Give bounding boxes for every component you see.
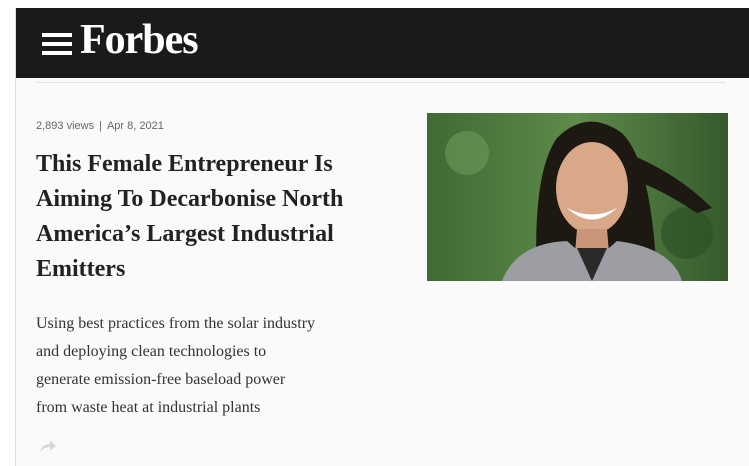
description-line: Using best practices from the solar indu… (36, 310, 315, 338)
title-line[interactable]: Emitters (36, 252, 343, 287)
date: Apr 8, 2021 (107, 120, 164, 132)
description-line: from waste heat at industrial plants (36, 394, 315, 422)
header-bar: Forbes (16, 8, 749, 78)
article-meta: 2,893 views | Apr 8, 2021 (36, 120, 169, 132)
article-description: Using best practices from the solar indu… (36, 310, 315, 422)
separator: | (99, 120, 102, 132)
description-line: generate emission-free baseload power (36, 366, 315, 394)
title-line[interactable]: America’s Largest Industrial (36, 217, 343, 252)
divider (36, 82, 726, 83)
page: Forbes 2,893 views | Apr 8, 2021 This Fema… (0, 0, 749, 466)
title-line[interactable]: This Female Entrepreneur Is (36, 147, 343, 182)
logo[interactable]: Forbes (80, 16, 198, 64)
article-card: Forbes 2,893 views | Apr 8, 2021 This Fema… (15, 8, 749, 466)
views: 2,893 views (36, 120, 94, 132)
description-line: and deploying clean technologies to (36, 338, 315, 366)
article-image[interactable] (427, 113, 728, 281)
share-icon[interactable] (38, 438, 58, 454)
title-line[interactable]: Aiming To Decarbonise North (36, 182, 343, 217)
menu-button[interactable] (42, 33, 72, 60)
